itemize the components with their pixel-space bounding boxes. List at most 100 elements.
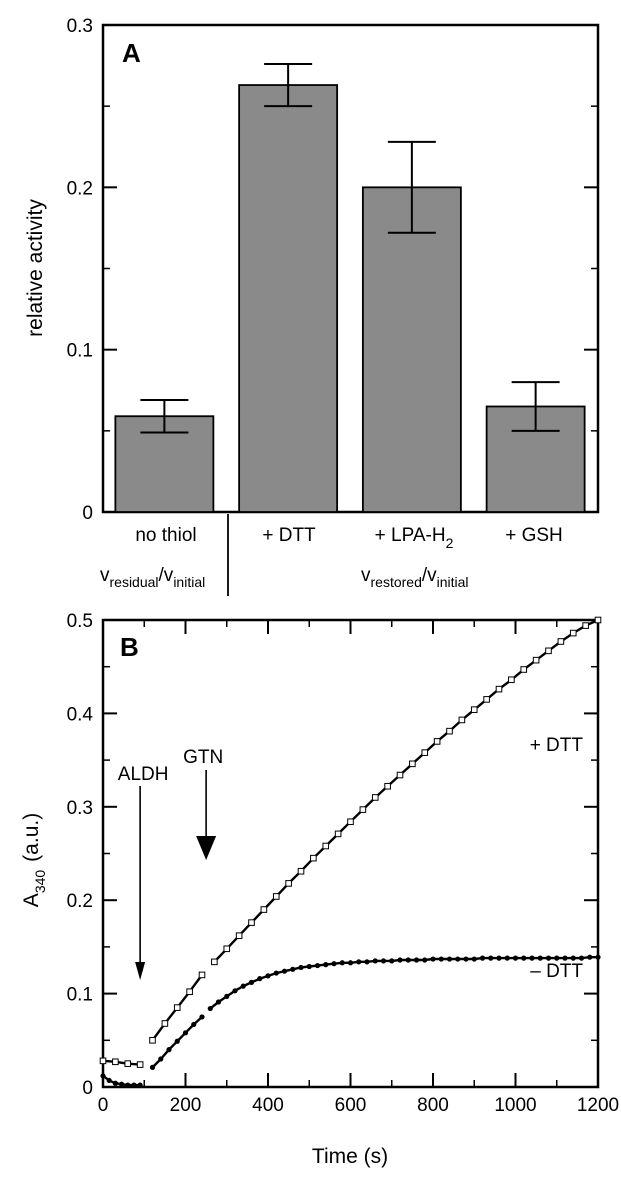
data-point-minus-dtt bbox=[158, 1056, 164, 1062]
gtn-arrow-head bbox=[196, 836, 217, 860]
y-tick-label: 0.3 bbox=[67, 16, 93, 37]
panel-a-category-labels: no thiol + DTT + LPA-H2 + GSH bbox=[135, 525, 562, 551]
data-point-plus-dtt bbox=[508, 676, 515, 684]
data-point-plus-dtt bbox=[359, 806, 367, 813]
data-point-minus-dtt bbox=[479, 955, 486, 961]
data-point-plus-dtt bbox=[198, 971, 206, 979]
data-point-minus-dtt bbox=[306, 963, 312, 970]
data-point-plus-dtt bbox=[371, 794, 379, 801]
data-point-plus-dtt bbox=[495, 685, 503, 693]
data-point-plus-dtt bbox=[421, 749, 429, 756]
data-point-minus-dtt bbox=[397, 957, 403, 963]
data-point-minus-dtt bbox=[174, 1038, 180, 1044]
data-point-plus-dtt bbox=[433, 738, 441, 745]
data-point-minus-dtt bbox=[182, 1030, 189, 1036]
data-point-plus-dtt bbox=[99, 1057, 107, 1065]
category-label-gsh: + GSH bbox=[505, 525, 563, 546]
annotation-v-restored-v-initial: vrestored/vinitial bbox=[361, 565, 469, 590]
y-tick-label: 0.5 bbox=[67, 611, 93, 632]
data-point-minus-dtt bbox=[389, 958, 395, 964]
data-point-minus-dtt bbox=[137, 1082, 143, 1088]
series-line-plus-dtt bbox=[213, 618, 599, 963]
data-point-minus-dtt bbox=[488, 955, 494, 961]
panel-b-line-chart: B 0 0.1 0.2 0.3 0.4 0.5 0 200 400 600 800 1000 1200… bbox=[20, 611, 619, 1168]
data-point-minus-dtt bbox=[413, 957, 420, 963]
data-point-plus-dtt bbox=[334, 830, 342, 838]
data-point-plus-dtt bbox=[310, 854, 317, 862]
data-point-minus-dtt bbox=[504, 955, 510, 961]
series-label-plus-dtt: + DTT bbox=[530, 735, 584, 756]
data-point-plus-dtt bbox=[569, 629, 577, 637]
data-point-plus-dtt bbox=[520, 666, 528, 673]
data-point-minus-dtt bbox=[215, 999, 222, 1005]
data-point-minus-dtt bbox=[265, 973, 271, 979]
data-point-plus-dtt bbox=[532, 656, 540, 664]
data-point-minus-dtt bbox=[240, 983, 246, 989]
category-label-dtt: + DTT bbox=[262, 525, 316, 546]
data-point-plus-dtt bbox=[124, 1060, 132, 1067]
data-point-plus-dtt bbox=[582, 622, 589, 629]
data-point-minus-dtt bbox=[356, 959, 362, 965]
data-point-plus-dtt bbox=[149, 1037, 156, 1044]
data-point-minus-dtt bbox=[149, 1064, 156, 1070]
panel-a-y-ticks: 0 0.1 0.2 0.3 bbox=[67, 16, 598, 524]
data-point-minus-dtt bbox=[422, 957, 428, 963]
x-tick-label: 1200 bbox=[577, 1095, 619, 1116]
category-label-lpa-h2: + LPA-H2 bbox=[375, 525, 454, 551]
data-point-minus-dtt bbox=[112, 1080, 118, 1086]
data-point-plus-dtt bbox=[347, 818, 354, 826]
data-point-plus-dtt bbox=[248, 919, 255, 926]
data-point-minus-dtt bbox=[281, 968, 288, 974]
panel-a-bars bbox=[114, 62, 586, 513]
data-point-minus-dtt bbox=[224, 993, 230, 1000]
data-point-minus-dtt bbox=[257, 976, 263, 982]
panel-a-bar-chart: A relative activity 0 0.1 0.2 0.3 no thiol … bbox=[24, 16, 600, 596]
panel-b-x-axis-label: Time (s) bbox=[312, 1145, 388, 1168]
data-point-minus-dtt bbox=[166, 1047, 172, 1053]
data-point-minus-dtt bbox=[290, 966, 296, 972]
data-point-plus-dtt bbox=[594, 616, 602, 624]
data-point-plus-dtt bbox=[409, 760, 416, 768]
panel-b-event-markers: ALDH GTN bbox=[118, 747, 223, 980]
data-point-minus-dtt bbox=[314, 962, 321, 969]
x-tick-label: 600 bbox=[335, 1095, 367, 1116]
data-point-minus-dtt bbox=[199, 1014, 205, 1020]
data-point-minus-dtt bbox=[125, 1082, 131, 1088]
data-point-minus-dtt bbox=[587, 954, 593, 960]
data-point-minus-dtt bbox=[455, 956, 461, 962]
data-point-minus-dtt bbox=[496, 955, 502, 961]
data-point-minus-dtt bbox=[347, 960, 354, 966]
data-point-plus-dtt bbox=[285, 880, 292, 887]
data-point-minus-dtt bbox=[521, 955, 527, 961]
data-point-minus-dtt bbox=[430, 956, 436, 962]
x-tick-label: 400 bbox=[252, 1095, 284, 1116]
aldh-arrow-head bbox=[135, 962, 146, 980]
data-point-minus-dtt bbox=[207, 1005, 213, 1012]
x-tick-label: 200 bbox=[170, 1095, 202, 1116]
data-point-plus-dtt bbox=[446, 727, 453, 735]
panel-b-series bbox=[99, 616, 602, 1088]
data-point-minus-dtt bbox=[512, 955, 519, 961]
data-point-minus-dtt bbox=[248, 979, 255, 985]
data-point-plus-dtt bbox=[458, 716, 466, 724]
marker-label-gtn: GTN bbox=[183, 747, 223, 768]
data-point-plus-dtt bbox=[272, 893, 280, 900]
series-line-plus-dtt bbox=[102, 1059, 141, 1066]
data-point-plus-dtt bbox=[223, 945, 231, 953]
panel-b-frame bbox=[101, 618, 600, 1089]
data-point-minus-dtt bbox=[273, 970, 279, 976]
annotation-v-residual-v-initial: vresidual/vinitial bbox=[100, 565, 205, 590]
y-tick-label: 0 bbox=[82, 1078, 93, 1099]
panel-b-letter: B bbox=[120, 632, 139, 662]
data-point-plus-dtt bbox=[483, 696, 490, 703]
data-point-minus-dtt bbox=[331, 961, 337, 967]
data-point-plus-dtt bbox=[297, 867, 305, 875]
data-point-plus-dtt bbox=[545, 647, 552, 655]
data-point-minus-dtt bbox=[339, 960, 345, 966]
panel-a-y-axis-label: relative activity bbox=[24, 199, 47, 337]
data-point-minus-dtt bbox=[323, 962, 329, 968]
data-point-minus-dtt bbox=[537, 955, 543, 961]
bar bbox=[238, 84, 339, 513]
data-point-minus-dtt bbox=[118, 1081, 125, 1087]
